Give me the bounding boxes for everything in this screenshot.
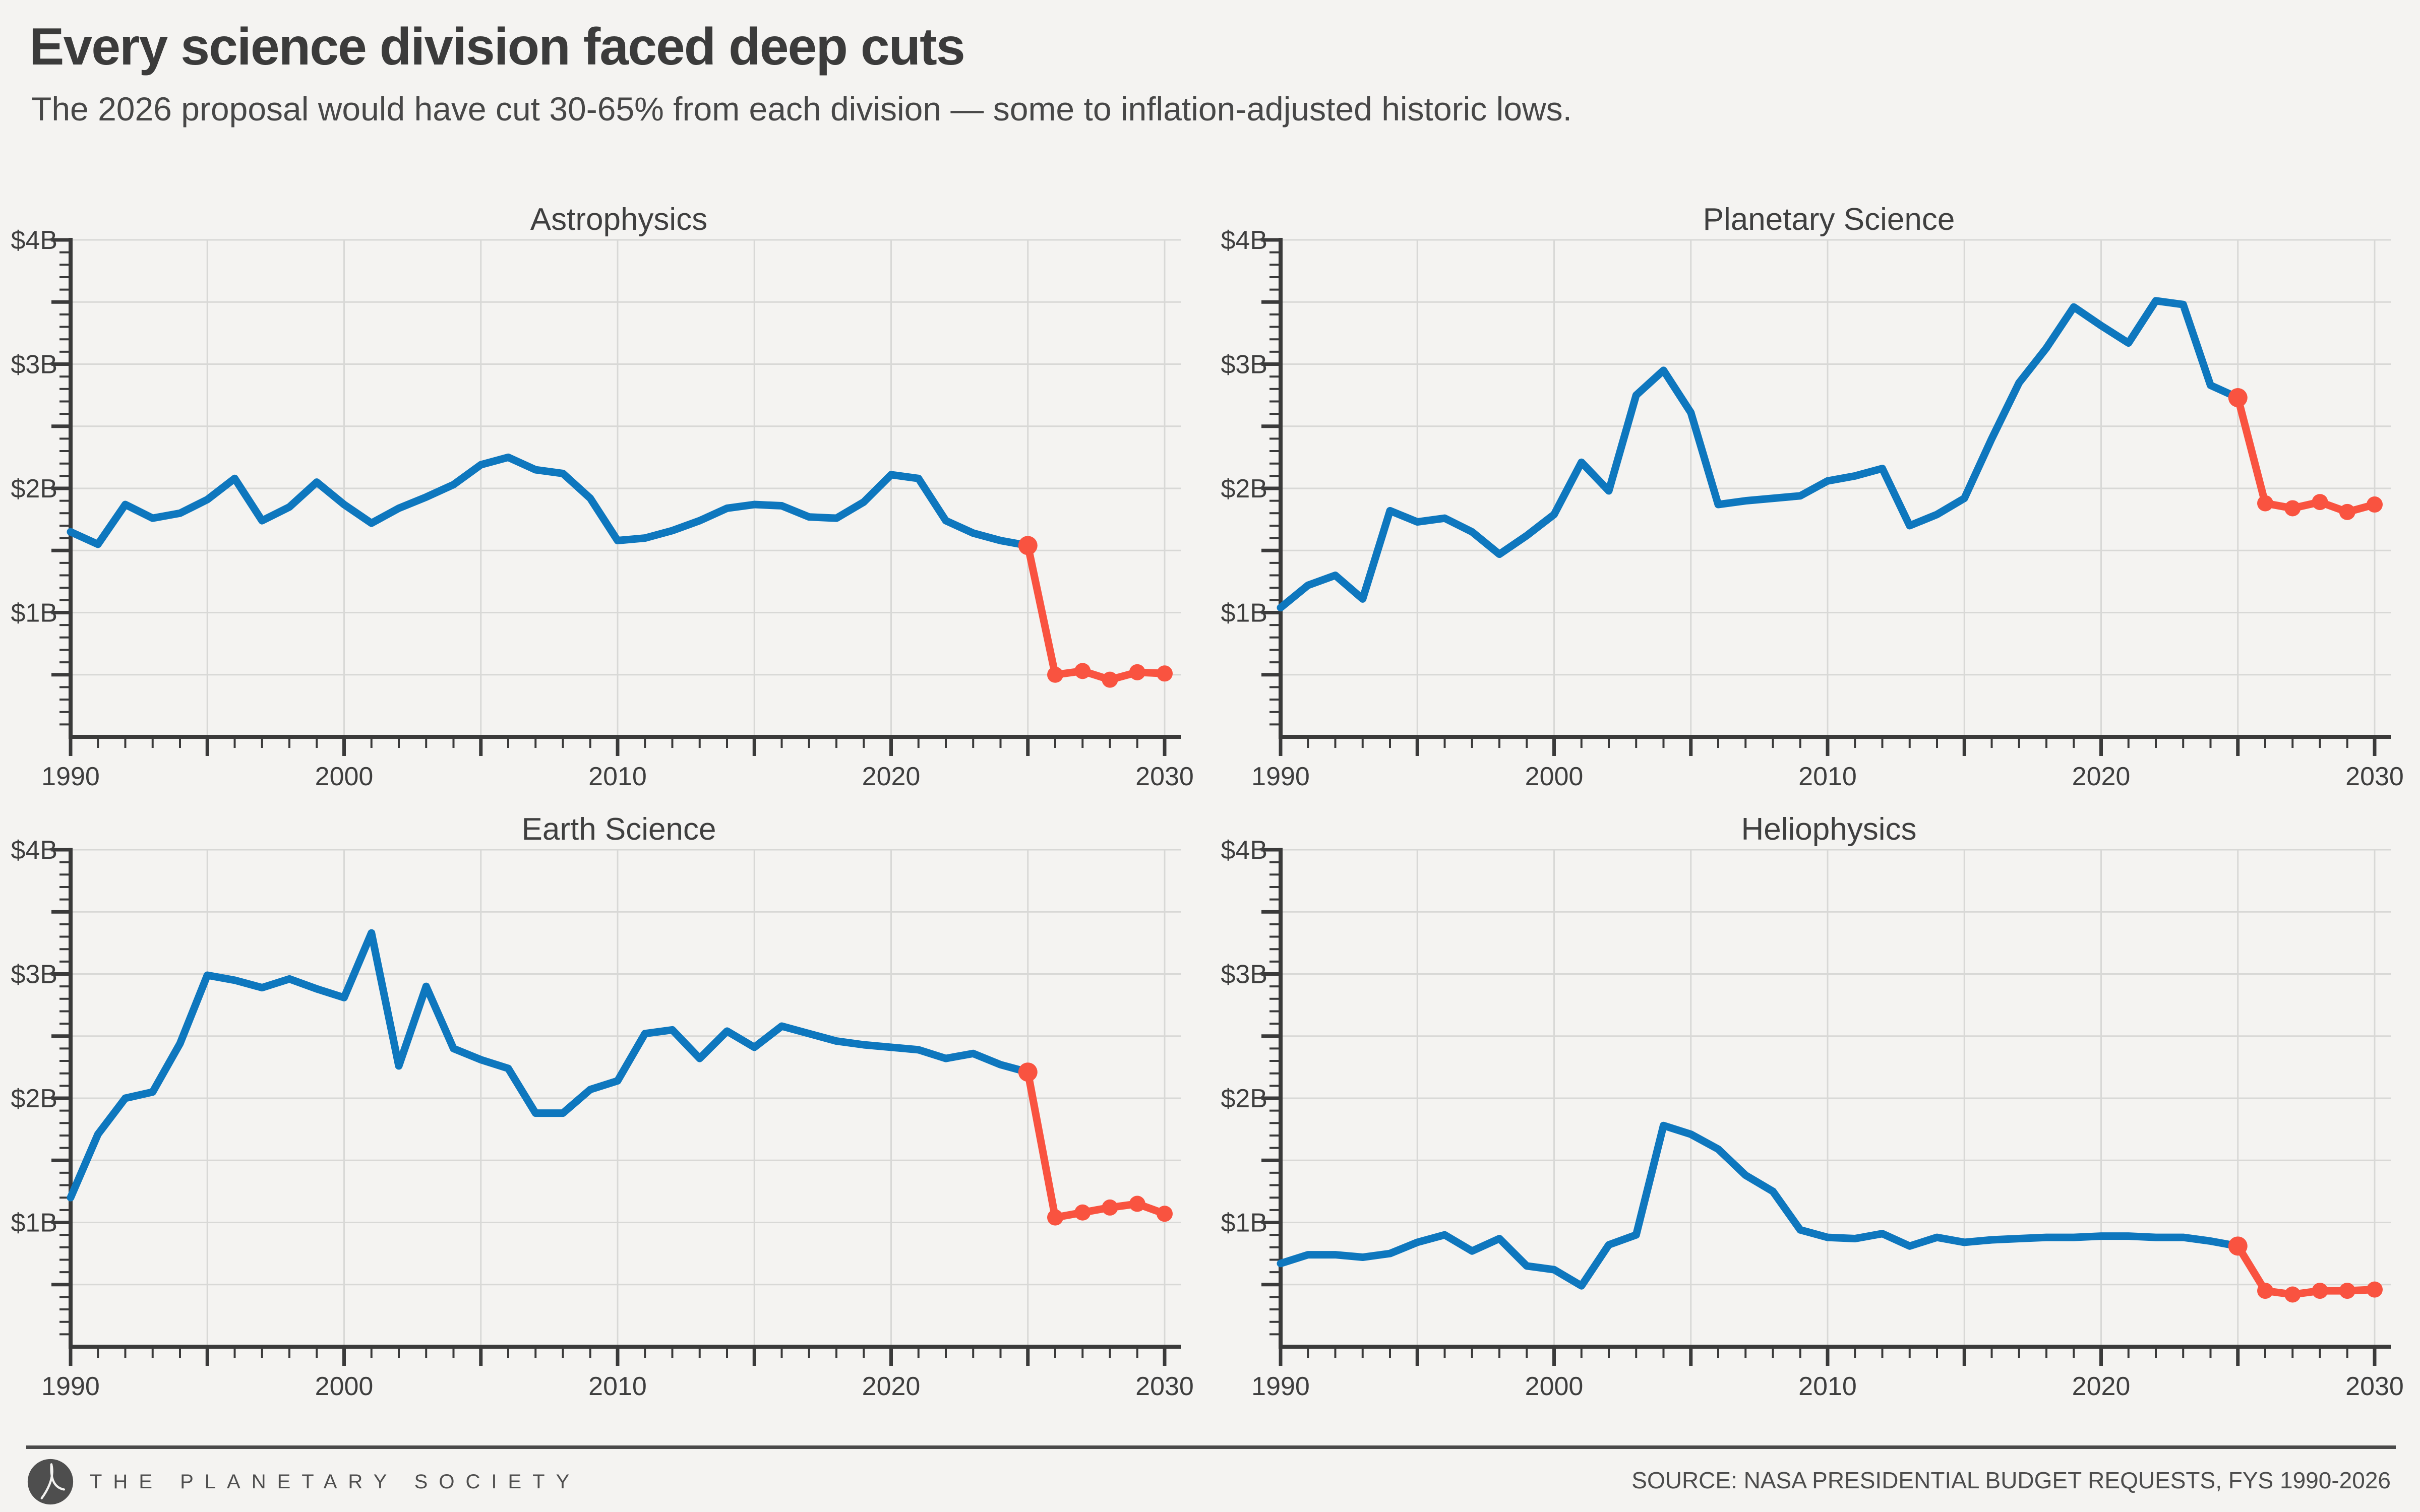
data-point-marker <box>2312 494 2328 511</box>
page-title: Every science division faced deep cuts <box>29 18 965 76</box>
data-point-marker <box>1157 1206 1173 1222</box>
footer-divider <box>26 1445 2396 1449</box>
grid <box>1281 849 2391 1347</box>
series-historical <box>1277 297 2242 612</box>
data-point-marker <box>2257 1283 2273 1299</box>
brand-lockup: THE PLANETARY SOCIETY <box>26 1458 580 1506</box>
axes: $1B $2B $3B $4B 1990 2000 2010 2020 2030 <box>1221 226 2403 791</box>
x-tick-label: 2030 <box>2345 762 2404 791</box>
data-point-marker <box>2228 1236 2248 1256</box>
data-point-marker <box>1129 1195 1145 1212</box>
chart-panel-heliophysics: Heliophysics $1B $2B $3B $4B 1990 2000 2010 202… <box>1210 806 2420 1416</box>
series-historical <box>67 453 1032 549</box>
y-tick-label: $4B <box>11 226 57 255</box>
x-tick-label: 2030 <box>2345 1372 2404 1401</box>
page-subtitle: The 2026 proposal would have cut 30-65% … <box>31 90 1572 128</box>
data-point-marker <box>1047 666 1063 683</box>
y-tick-label: $4B <box>1221 836 1267 865</box>
y-tick-label: $2B <box>11 1084 57 1113</box>
chart-panel-earth-science: Earth Science $1B $2B $3B $4B 1990 2000 2010 20… <box>0 806 1210 1416</box>
data-point-marker <box>1074 663 1091 679</box>
y-tick-label: $3B <box>1221 350 1267 380</box>
y-tick-label: $1B <box>11 599 57 628</box>
data-point-marker <box>2284 1286 2301 1303</box>
y-tick-label: $4B <box>11 836 57 865</box>
y-tick-label: $2B <box>11 474 57 503</box>
chart-panel-planetary-science: Planetary Science $1B $2B $3B $4B 1990 2000 20… <box>1210 197 2420 806</box>
x-tick-label: 2010 <box>1798 1372 1857 1401</box>
x-tick-label: 2010 <box>588 762 647 791</box>
data-point-marker <box>2284 500 2301 517</box>
series-proposed <box>2234 394 2379 516</box>
astrophysics-line-chart: $1B $2B $3B $4B 1990 2000 2010 2020 2030 <box>11 226 1193 791</box>
series-historical <box>1277 1121 2242 1290</box>
data-point-marker <box>1074 1204 1091 1221</box>
x-tick-label: 2010 <box>1798 762 1857 791</box>
x-tick-label: 2030 <box>1135 762 1194 791</box>
y-tick-label: $4B <box>1221 226 1267 255</box>
x-tick-label: 2020 <box>862 762 921 791</box>
axes: $1B $2B $3B $4B 1990 2000 2010 2020 2030 <box>1221 836 2403 1401</box>
x-tick-label: 1990 <box>1251 1372 1310 1401</box>
planetary-science-line-chart: $1B $2B $3B $4B 1990 2000 2010 2020 2030 <box>1221 226 2403 791</box>
data-point-marker <box>2339 1283 2355 1299</box>
y-tick-label: $2B <box>1221 474 1267 503</box>
data-point-marker <box>2367 496 2383 513</box>
chart-title-heliophysics: Heliophysics <box>1741 812 1917 847</box>
series-proposed <box>1024 1068 1169 1222</box>
planetary-society-logo-icon <box>27 1459 74 1505</box>
brand-name: THE PLANETARY SOCIETY <box>90 1470 581 1493</box>
y-tick-label: $1B <box>1221 599 1267 628</box>
grid <box>71 849 1181 1347</box>
data-point-marker <box>1102 1199 1118 1216</box>
chart-title-earth-science: Earth Science <box>521 812 716 847</box>
data-point-marker <box>1157 665 1173 682</box>
x-tick-label: 2030 <box>1135 1372 1194 1401</box>
data-point-marker <box>2228 388 2248 408</box>
x-tick-label: 2000 <box>1525 762 1584 791</box>
chart-title-astrophysics: Astrophysics <box>530 202 708 237</box>
heliophysics-line-chart: $1B $2B $3B $4B 1990 2000 2010 2020 2030 <box>1221 836 2403 1401</box>
y-tick-label: $3B <box>1221 960 1267 989</box>
data-point-marker <box>2257 495 2273 512</box>
x-tick-label: 2020 <box>2072 1372 2131 1401</box>
x-tick-label: 2020 <box>862 1372 921 1401</box>
data-point-marker <box>1047 1209 1063 1226</box>
grid <box>71 239 1181 737</box>
source-credit: SOURCE: NASA PRESIDENTIAL BUDGET REQUEST… <box>1631 1467 2391 1493</box>
chart-panel-astrophysics: Astrophysics $1B $2B $3B $4B 1990 2000 2010 202… <box>0 197 1210 806</box>
series-historical <box>67 929 1032 1202</box>
data-point-marker <box>2312 1283 2328 1299</box>
data-point-marker <box>1102 671 1118 688</box>
data-point-marker <box>2339 503 2355 520</box>
data-point-marker <box>2367 1281 2383 1298</box>
axes: $1B $2B $3B $4B 1990 2000 2010 2020 2030 <box>11 226 1193 791</box>
data-point-marker <box>1129 664 1145 680</box>
data-point-marker <box>1018 536 1038 555</box>
chart-title-planetary-science: Planetary Science <box>1703 202 1955 237</box>
earth-science-line-chart: $1B $2B $3B $4B 1990 2000 2010 2020 2030 <box>11 836 1193 1401</box>
y-tick-label: $1B <box>11 1209 57 1238</box>
x-tick-label: 2010 <box>588 1372 647 1401</box>
x-tick-label: 1990 <box>1251 762 1310 791</box>
y-tick-label: $2B <box>1221 1084 1267 1113</box>
sail-glyph <box>50 1463 66 1491</box>
y-tick-label: $1B <box>1221 1209 1267 1238</box>
axes: $1B $2B $3B $4B 1990 2000 2010 2020 2030 <box>11 836 1193 1401</box>
x-tick-label: 2000 <box>315 762 374 791</box>
y-tick-label: $3B <box>11 350 57 380</box>
x-tick-label: 2020 <box>2072 762 2131 791</box>
x-tick-label: 2000 <box>315 1372 374 1401</box>
grid <box>1281 239 2391 737</box>
data-point-marker <box>1018 1062 1038 1082</box>
x-tick-label: 1990 <box>41 1372 100 1401</box>
y-tick-label: $3B <box>11 960 57 989</box>
x-tick-label: 2000 <box>1525 1372 1584 1401</box>
x-tick-label: 1990 <box>41 762 100 791</box>
